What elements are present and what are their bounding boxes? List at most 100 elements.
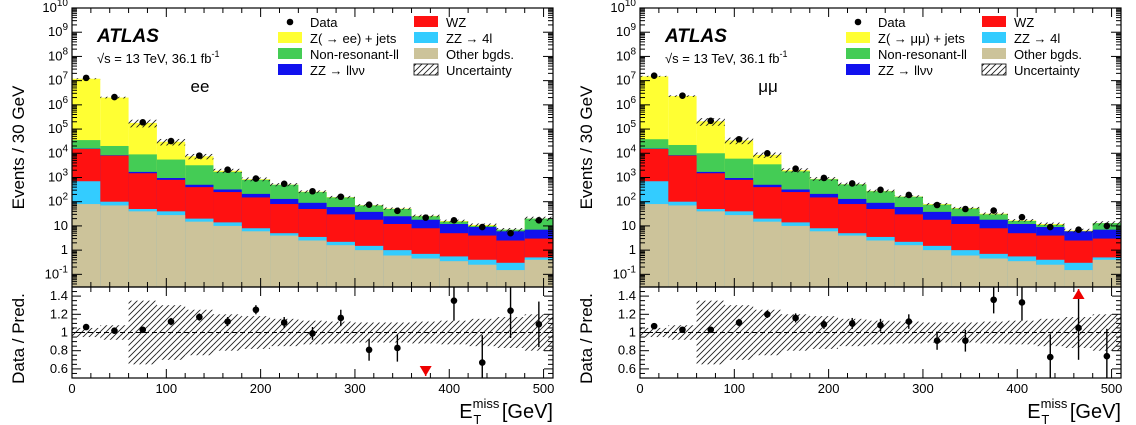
legend-label: Other bgds.: [446, 47, 514, 62]
y-tick-mantissa: 10: [616, 145, 630, 160]
ratio-point-bin12: [990, 296, 997, 304]
data-point-bin6: [252, 175, 260, 182]
y-tick-label: 108: [616, 46, 636, 63]
ratio-point-bin3: [735, 319, 743, 326]
bar-other-bin12: [979, 258, 1008, 287]
y-tick-label: 102: [48, 192, 68, 209]
ratio-point-bin9: [905, 318, 913, 325]
legend-label: Uncertainty: [446, 63, 512, 78]
ratio-axis-title: Data / Pred.: [9, 293, 28, 384]
x-tick-label: 300: [344, 381, 366, 396]
stacked-histograms: [640, 75, 1121, 287]
energy-lumi-label: √s = 13 TeV, 36.1 fb-1: [97, 49, 220, 66]
data-point-bin5: [224, 166, 231, 173]
x-axis-title: Emiss T [GeV]: [1027, 396, 1121, 425]
bar-other-bin14: [1036, 264, 1065, 287]
data-point-bin9: [337, 193, 345, 201]
legend-label: ZZ → 4l: [446, 31, 492, 46]
y-tick-mantissa: 10: [48, 121, 62, 136]
y-tick-exponent: 7: [630, 71, 636, 82]
y-tick-label: 1: [61, 242, 68, 257]
legend-swatch: [414, 48, 438, 59]
bar-other-bin0: [72, 204, 101, 287]
ratio-point-bin6: [252, 306, 260, 314]
data-point-bin3: [735, 135, 743, 143]
y-tick-label: 103: [48, 167, 68, 184]
y-tick-label: 1010: [610, 0, 636, 15]
y-tick-mantissa: 1: [629, 242, 636, 257]
legend-marker-data: [854, 18, 862, 26]
ratio-panel: [72, 287, 553, 378]
bar-other-bin0: [640, 204, 669, 287]
legend-label: ZZ → llνν: [878, 63, 933, 78]
bar-other-bin3: [156, 215, 186, 287]
bar-other-bin4: [185, 221, 214, 287]
legend-label: WZ: [1014, 15, 1034, 30]
ratio-point-bin13: [450, 297, 458, 304]
data-point-bin4: [196, 152, 203, 159]
y-tick-exponent: 5: [62, 119, 68, 130]
ratio-out-of-range-arrow-down: [419, 366, 432, 376]
data-point-bin13: [450, 217, 458, 224]
ratio-tick-label: 1.4: [50, 288, 68, 303]
ratio-panel: [640, 287, 1121, 378]
bar-other-bin6: [809, 231, 839, 287]
ratio-point-bin2: [707, 326, 715, 334]
x-tick-label: 200: [250, 381, 272, 396]
x-tick-label: 400: [438, 381, 460, 396]
y-axis-title: Events / 30 GeV: [577, 85, 596, 209]
bar-other-bin9: [894, 245, 923, 287]
legend-marker-data: [286, 18, 294, 26]
ratio-point-bin10: [365, 346, 373, 354]
ratio-point-bin15: [507, 307, 514, 314]
ratio-tick-label: 0.6: [50, 361, 68, 376]
y-tick-mantissa: 10: [616, 169, 630, 184]
ratio-point-bin1: [111, 327, 118, 334]
ratio-point-bin11: [962, 337, 969, 344]
y-tick-label: 109: [48, 22, 68, 39]
y-tick-mantissa: 10: [48, 24, 62, 39]
x-axis-title-unit: [GeV]: [1064, 401, 1121, 423]
legend-swatch-uncertainty: [981, 63, 1007, 76]
bar-other-bin4: [753, 221, 782, 287]
data-point-bin15: [507, 229, 514, 237]
legend-swatch: [414, 16, 438, 27]
y-tick-label: 106: [48, 95, 68, 112]
x-tick-label: 500: [1101, 381, 1123, 396]
bar-other-bin5: [213, 225, 242, 287]
legend-label: ZZ → llνν: [310, 63, 365, 78]
bar-other-bin12: [411, 258, 440, 287]
y-tick-mantissa: 10: [613, 266, 627, 281]
bar-other-bin5: [781, 225, 810, 287]
bar-other-bin2: [128, 211, 157, 287]
y-tick-mantissa: 10: [616, 73, 630, 88]
x-tick-label: 300: [912, 381, 934, 396]
ratio-point-bin7: [280, 319, 288, 326]
y-tick-mantissa: 10: [622, 218, 636, 233]
energy-lumi-sup: -1: [779, 49, 787, 59]
atlas-label: ATLAS: [96, 26, 159, 47]
energy-lumi-sup: -1: [211, 49, 219, 59]
bar-other-bin6: [241, 231, 271, 287]
data-point-bin7: [280, 180, 288, 188]
ratio-point-bin4: [764, 311, 771, 318]
x-axis-title: Emiss T [GeV]: [459, 396, 553, 425]
y-tick-label: 105: [48, 119, 68, 136]
data-point-bin1: [679, 92, 686, 99]
y-tick-label: 10-1: [45, 264, 69, 281]
y-tick-exponent: 5: [630, 119, 636, 130]
ratio-point-bin3: [167, 318, 175, 325]
legend-swatch: [414, 32, 438, 43]
uncertainty-band-bin15: [496, 228, 525, 232]
bar-other-bin14: [468, 264, 497, 287]
data-point-bin14: [1046, 223, 1054, 231]
y-tick-exponent: 10: [625, 0, 637, 9]
y-tick-mantissa: 10: [42, 0, 56, 15]
legend-swatch: [278, 32, 302, 43]
energy-lumi-text: √s = 13 TeV, 36.1 fb: [665, 51, 779, 66]
data-point-bin8: [309, 187, 316, 195]
y-tick-exponent: 9: [630, 22, 636, 33]
ratio-point-bin16: [1103, 352, 1111, 360]
data-point-bin7: [848, 180, 856, 187]
channel-label: μμ: [758, 77, 778, 96]
